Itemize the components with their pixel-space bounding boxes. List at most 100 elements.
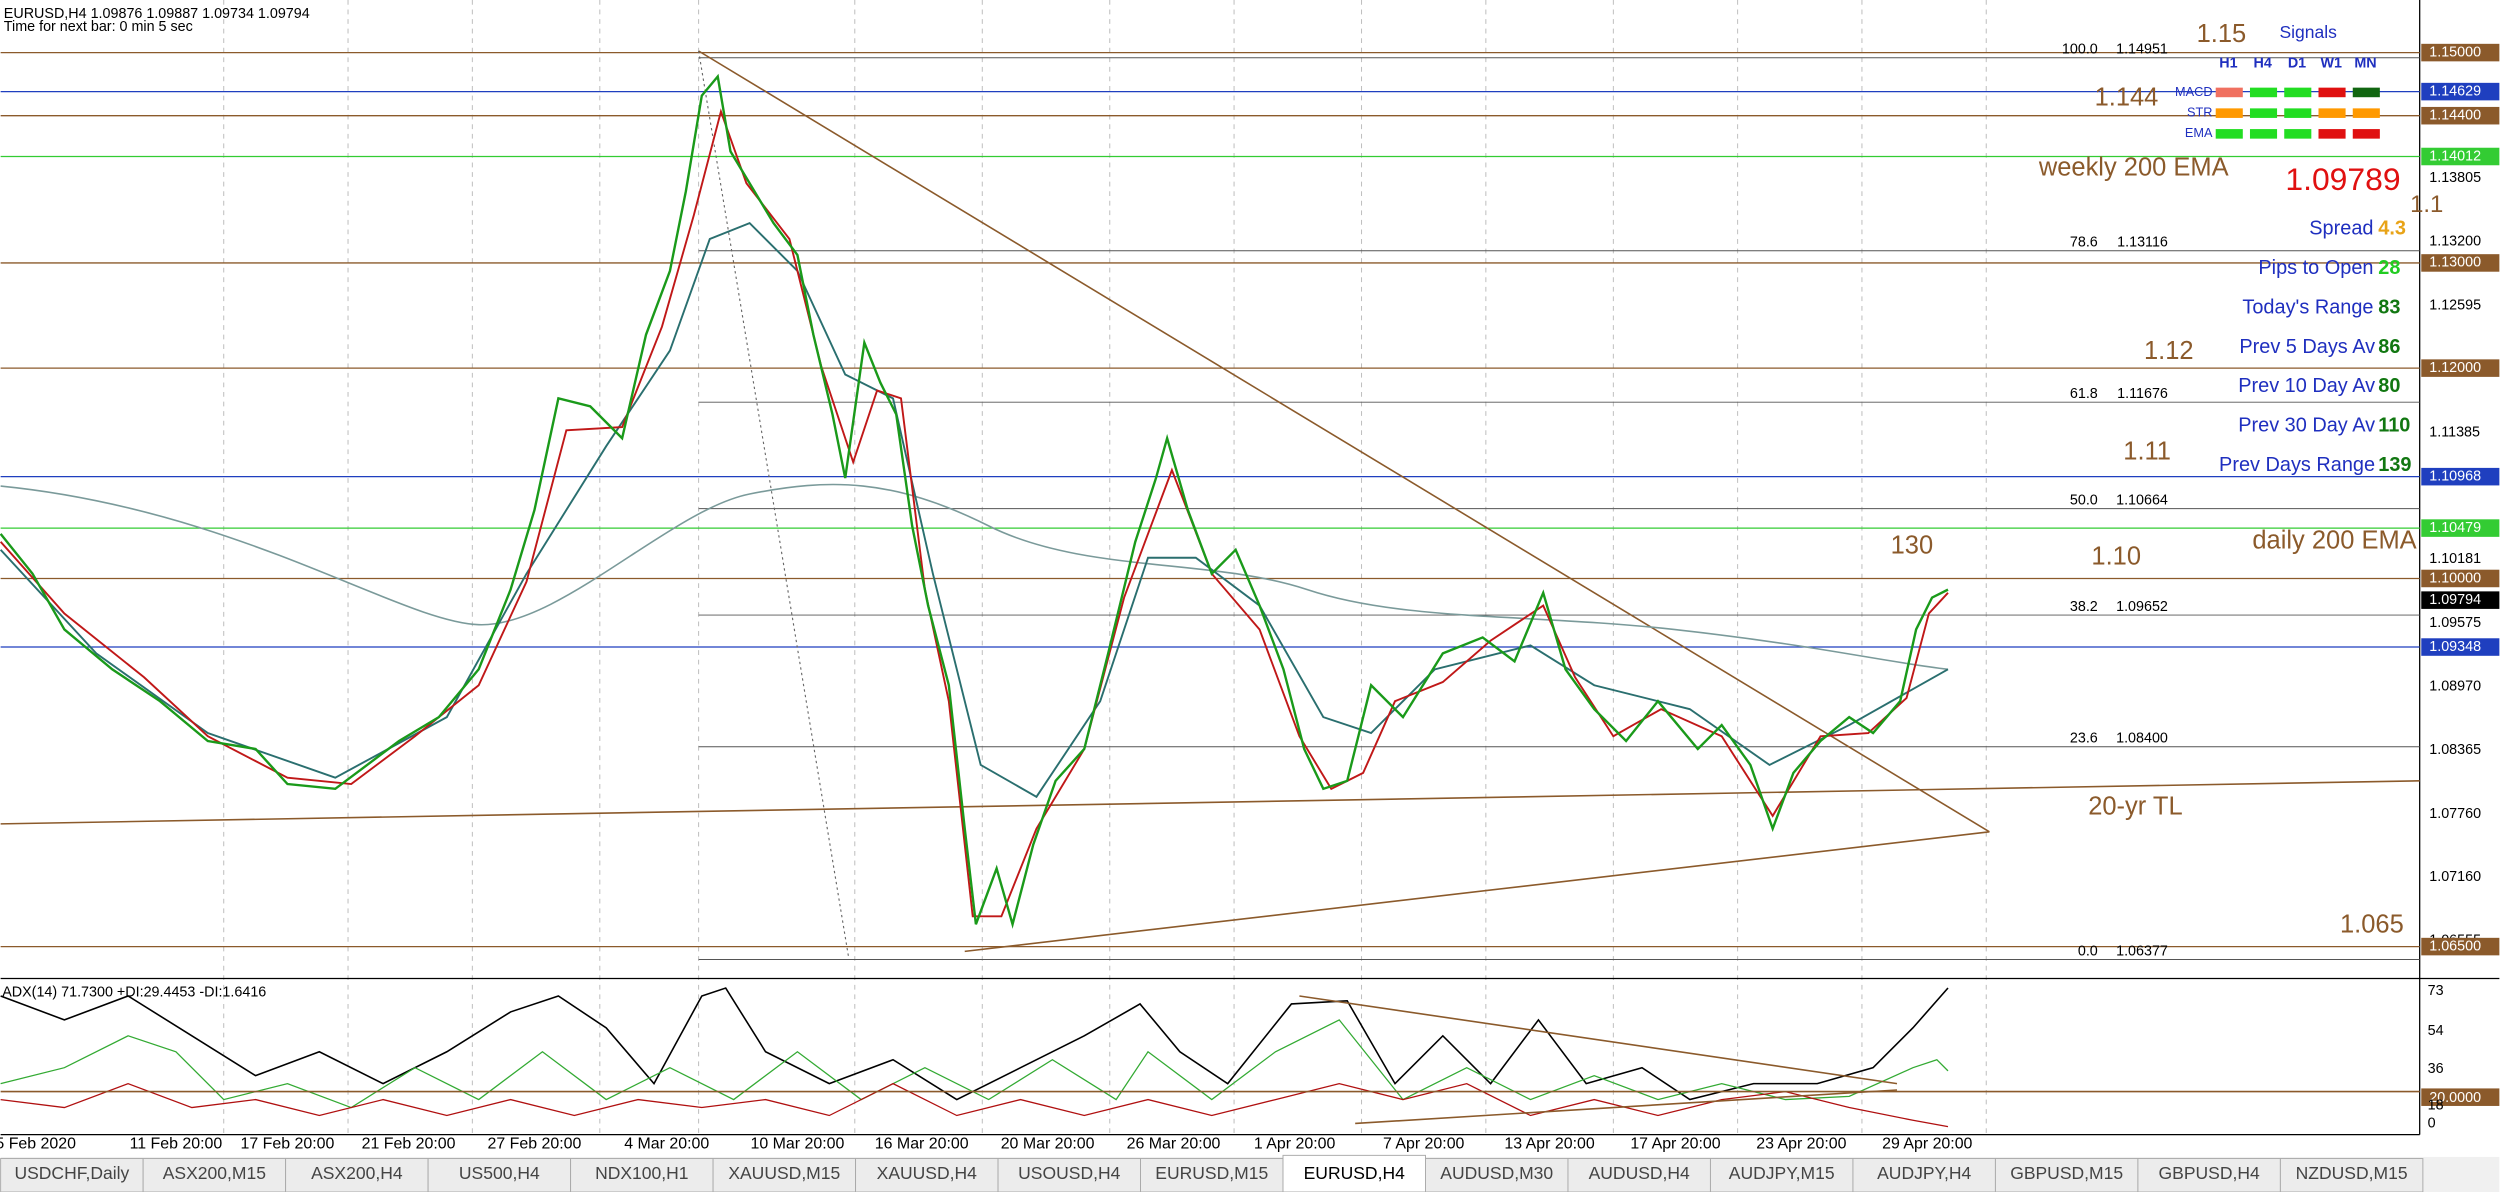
price-label-box [2421,638,2500,656]
minus-di-line [0,1082,1949,1128]
adx-level-box [2421,1088,2500,1106]
tab[interactable] [1140,1158,1284,1192]
annotation: 1.144 [2095,84,2159,112]
tab-label[interactable]: XAUUSD,H4 [877,1163,978,1183]
annotation: daily 200 EMA [2252,527,2416,555]
tab-label[interactable]: NDX100,H1 [595,1163,688,1183]
tab[interactable] [1567,1158,1711,1192]
price-label: 1.08970 [2429,679,2481,695]
tabs: USDCHF,Daily ASX200,M15 ASX200,H4 US500,H4 N… [0,1154,2424,1192]
time-label: 11 Feb 20:00 [130,1135,223,1152]
time-grid [223,0,1987,1135]
fib-anchor-line [698,50,849,957]
stat-value: 28 [2378,257,2400,279]
tab[interactable] [855,1158,999,1192]
signal-cell [2215,129,2243,139]
signal-cell [2249,108,2278,118]
tab-label[interactable]: USDCHF,Daily [14,1163,129,1183]
time-label: 4 Mar 20:00 [624,1135,709,1152]
signal-cell [2284,87,2312,98]
price-label: 1.06500 [2429,938,2481,954]
tab-label[interactable]: ASX200,H4 [311,1163,403,1183]
signal-column: H1 [2219,56,2237,72]
ema-200 [0,483,1949,671]
adx-tick-label: 36 [2428,1061,2444,1077]
time-label: 27 Feb 20:00 [488,1135,582,1152]
annotation: 1.065 [2340,911,2404,939]
time-label: 29 Apr 20:00 [1882,1135,1972,1152]
fib-price: 1.10664 [2116,492,2168,508]
time-axis: 5 Feb 2020 11 Feb 20:00 17 Feb 20:00 21 Feb… [0,1135,1973,1152]
tab[interactable] [997,1158,1141,1192]
signals-title: Signals [2279,22,2337,42]
fib-price: 1.13116 [2117,235,2168,251]
annotation: 1.15 [2197,20,2247,48]
tab-label[interactable]: AUDJPY,H4 [1877,1163,1971,1183]
tab[interactable] [1709,1158,1854,1192]
signals-panel: Signals H1 H4 D1 W1 MN MACD STR EMA [2175,22,2380,140]
price-label: 1.10181 [2429,551,2481,567]
stat-label: Prev 30 Day Av [2238,415,2375,437]
tab-label[interactable]: ASX200,M15 [163,1163,266,1183]
time-label: 13 Apr 20:00 [1504,1135,1594,1152]
signal-row-name: STR [2187,105,2212,120]
tab-label[interactable]: USOUSD,H4 [1018,1163,1120,1183]
price-label: 1.12000 [2429,360,2481,376]
tab[interactable] [142,1158,287,1192]
signal-cell [2249,87,2278,98]
annotation: 1.11 [2123,437,2171,465]
levels: 1.15000 1.14629 1.14400 1.14012 1.13805 1.132… [0,42,2500,961]
tab-label[interactable]: AUDUSD,M30 [1440,1163,1553,1183]
signal-column: D1 [2288,56,2306,72]
tab[interactable] [570,1158,714,1192]
tab-label[interactable]: AUDUSD,H4 [1589,1163,1690,1183]
price-label: 1.11385 [2429,425,2480,441]
price-label-box [2421,519,2500,537]
tab-label[interactable]: US500,H4 [459,1163,540,1183]
price-label-box [2421,591,2500,609]
price-label: 1.14400 [2429,107,2481,123]
tab-label[interactable]: EURUSD,H4 [1304,1163,1405,1183]
trend-line [964,831,1990,953]
price-partial: 1.1 [2410,191,2443,218]
tab[interactable] [427,1158,572,1192]
tab[interactable] [2279,1158,2424,1192]
time-label: 1 Apr 20:00 [1254,1135,1336,1152]
signal-column: MN [2354,56,2376,72]
tab[interactable] [0,1158,144,1192]
tab-label[interactable]: EURUSD,M15 [1155,1163,1268,1183]
stat-value: 86 [2378,336,2400,358]
signal-column: H4 [2254,56,2272,72]
active-tab[interactable] [1282,1154,1426,1192]
adx-trend-line [1355,1089,1898,1125]
annotation: 1.10 [2091,542,2141,570]
stat-label: Pips to Open [2258,257,2373,279]
tab-label[interactable]: GBPUSD,M15 [2010,1163,2123,1183]
price-label: 1.09348 [2429,639,2481,655]
tab-label[interactable]: XAUUSD,M15 [728,1163,840,1183]
stat-label: Today's Range [2242,296,2373,318]
tab[interactable] [285,1158,429,1192]
price-label: 1.12595 [2429,297,2481,313]
twenty-year-trend-line [0,780,2420,825]
price-label: 1.13805 [2429,170,2481,186]
price-label-box [2421,359,2500,377]
signal-column: W1 [2320,56,2342,72]
tab-label[interactable]: NZDUSD,M15 [2296,1163,2408,1183]
time-label: 20 Mar 20:00 [1001,1135,1095,1152]
signal-cell [2215,108,2243,118]
price-label: 1.14012 [2429,148,2481,164]
signal-row-name: EMA [2185,125,2213,140]
stat-label: Spread [2309,218,2373,240]
tab-label[interactable]: GBPUSD,H4 [2159,1163,2260,1183]
annotation: weekly 200 EMA [2038,154,2229,182]
time-label: 23 Apr 20:00 [1756,1135,1846,1152]
tab-label[interactable]: AUDJPY,M15 [1729,1163,1835,1183]
fib-ratio: 61.8 [2070,386,2098,402]
price-label-box [2421,106,2500,125]
stat-label: Prev 5 Days Av [2239,336,2375,358]
price-label: 1.10479 [2429,520,2481,536]
stat-value: 4.3 [2378,218,2406,240]
stat-value: 139 [2378,454,2411,476]
